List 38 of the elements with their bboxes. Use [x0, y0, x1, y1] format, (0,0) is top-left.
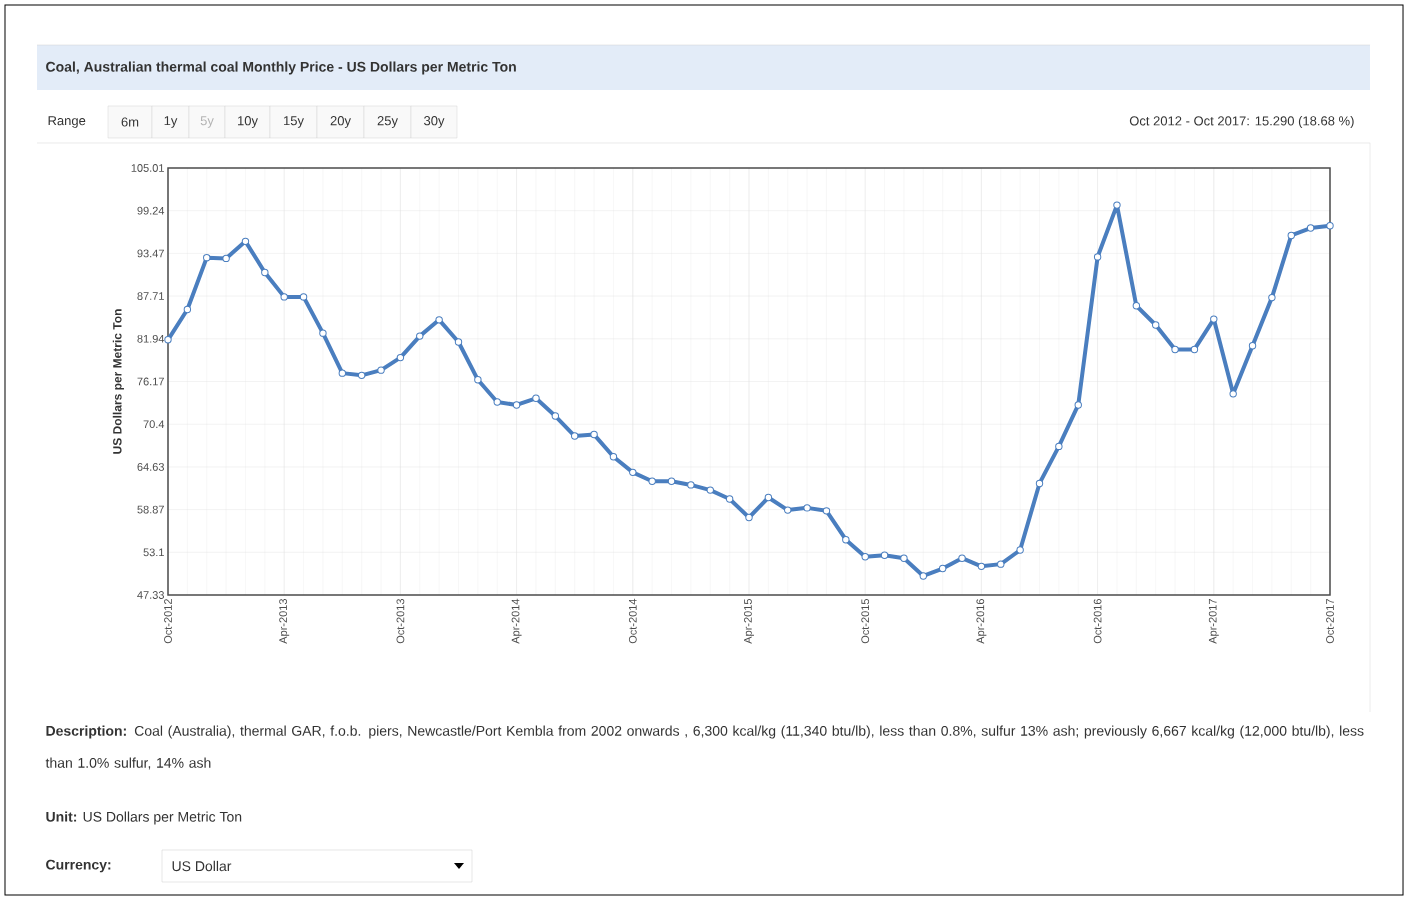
- x-tick-label: Apr-2015: [744, 599, 754, 644]
- y-tick-label: 105.01: [131, 164, 164, 172]
- y-tick-label: 76.17: [137, 377, 164, 386]
- text: Oct 2012 - Oct 2017: 15.290 (18.68 %): [1129, 115, 1354, 129]
- x-tick-label: Oct-2017: [1326, 599, 1334, 644]
- y-axis-title: US Dollars per Metric Ton: [112, 309, 124, 454]
- x-tick-label: Oct-2012: [164, 599, 172, 644]
- text: 10y: [238, 116, 258, 128]
- text: 30y: [424, 116, 445, 128]
- x-tick-label: Apr-2017: [1208, 599, 1219, 644]
- y-tick-label: 64.63: [137, 463, 164, 471]
- x-tick-label: Apr-2013: [279, 599, 290, 644]
- x-tick-label: Apr-2014: [511, 598, 522, 644]
- y-tick-label: 47.33: [137, 591, 164, 599]
- x-tick-label: Oct-2016: [1093, 599, 1102, 644]
- x-tick-label: Apr-2016: [976, 599, 987, 644]
- y-tick-label: 58.87: [137, 505, 164, 514]
- y-tick-label: 87.71: [137, 292, 164, 300]
- text: US Dollar: [172, 860, 232, 872]
- y-tick-label: 53.1: [143, 548, 164, 557]
- text: 6m: [121, 117, 139, 127]
- x-tick-label: Oct-2015: [861, 599, 870, 644]
- text: 20y: [330, 116, 351, 128]
- text: 25y: [377, 116, 398, 128]
- text: 15y: [284, 116, 304, 128]
- text: Currency:: [46, 859, 111, 873]
- chart-title: Coal, Australian thermal coal Monthly Price - US Dollars per Metric Ton: [46, 61, 516, 75]
- text: 1y: [164, 116, 178, 128]
- x-tick-label: Oct-2014: [628, 598, 637, 644]
- y-tick-label: 99.24: [137, 206, 165, 215]
- text: Range: [48, 116, 86, 128]
- text: Description: Coal (Australia), thermal GAR, f.o.b. piers, Newcastle/Port Kembla from 2002 onwards , 6,300 kcal/kg (11,340 btu/lb), less than 0.8%, sulfur 13% ash; previously 6,667 kcal/kg (12,000 btu/lb), less than 1.0% sulfur, 14% ash: [45, 725, 1364, 770]
- text: 5y: [200, 116, 214, 128]
- y-tick-label: 81.94: [137, 334, 165, 343]
- x-tick-label: Oct-2013: [396, 599, 405, 644]
- y-tick-label: 93.47: [137, 249, 164, 258]
- y-tick-label: 70.4: [143, 420, 165, 429]
- text: Unit: US Dollars per Metric Ton: [46, 811, 242, 825]
